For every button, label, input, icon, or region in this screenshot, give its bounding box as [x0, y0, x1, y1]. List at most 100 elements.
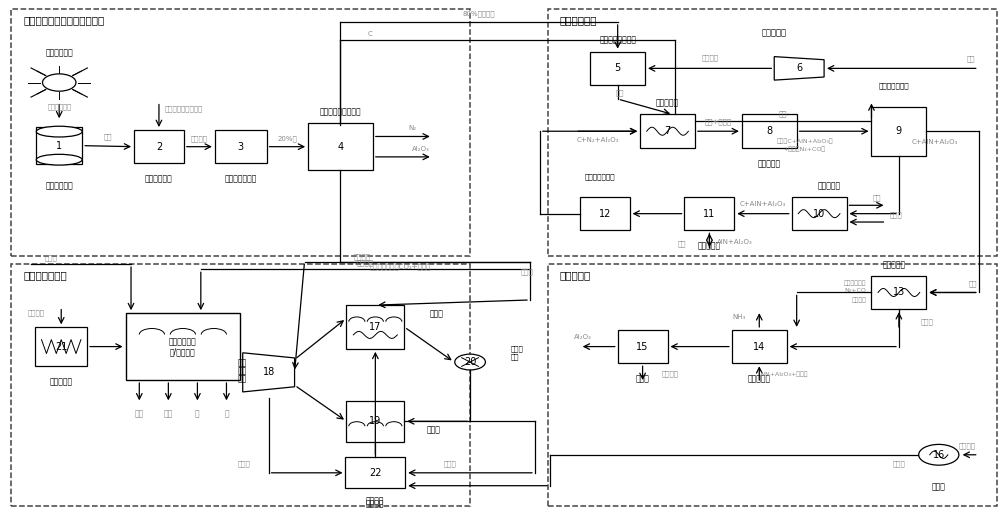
Text: C+AlN+Al₂O₃: C+AlN+Al₂O₃ — [740, 202, 786, 207]
Text: 第一混合气体（CO₂+空气）: 第一混合气体（CO₂+空气） — [370, 264, 431, 270]
Text: Al₂O₃: Al₂O₃ — [412, 146, 430, 152]
Text: 第一换热器: 第一换热器 — [656, 98, 679, 108]
Text: AlN+Al₂O₃: AlN+Al₂O₃ — [717, 239, 752, 244]
Text: 空气: 空气 — [968, 280, 977, 286]
Text: C+N₂+Al₂O₃: C+N₂+Al₂O₃ — [577, 137, 619, 143]
Circle shape — [919, 444, 959, 465]
Bar — [126, 313, 240, 380]
Text: 交流电: 交流电 — [444, 460, 457, 467]
Text: 常温水: 常温水 — [45, 255, 58, 261]
Text: 合成气燃烧反应器: 合成气燃烧反应器 — [599, 36, 636, 45]
Text: 余热回收子系统: 余热回收子系统 — [23, 270, 67, 280]
Text: 6: 6 — [796, 63, 802, 74]
Bar — [308, 123, 373, 170]
Text: 22: 22 — [369, 468, 382, 478]
Text: 热能: 热能 — [779, 110, 787, 117]
Text: 空气: 空气 — [966, 56, 975, 62]
Text: 14: 14 — [753, 341, 765, 352]
Bar — [35, 327, 87, 366]
Text: Al₂O₃: Al₂O₃ — [574, 334, 592, 340]
Text: 3: 3 — [238, 142, 244, 152]
Bar — [345, 457, 405, 488]
Text: 公共电网: 公共电网 — [366, 499, 385, 508]
Text: 有机工: 有机工 — [511, 346, 524, 352]
Bar — [36, 127, 82, 164]
Text: C: C — [368, 31, 373, 37]
Text: 第三烟气: 第三烟气 — [357, 260, 374, 266]
Text: 第一气固分离器: 第一气固分离器 — [879, 83, 909, 90]
Text: 生物质气化器: 生物质气化器 — [145, 175, 173, 183]
Bar — [580, 197, 630, 231]
Text: N₂+CO: N₂+CO — [845, 289, 866, 293]
Text: AlN+Al₂O₃+水蒸汽: AlN+Al₂O₃+水蒸汽 — [760, 372, 808, 378]
Circle shape — [42, 74, 76, 91]
Bar — [742, 114, 797, 148]
Bar — [11, 9, 470, 256]
Bar — [684, 197, 734, 231]
Text: 1: 1 — [56, 141, 62, 151]
Text: 第二气固分离器: 第二气固分离器 — [584, 173, 615, 180]
Text: 太阳能辅助生物质气化子系统: 太阳能辅助生物质气化子系统 — [23, 16, 105, 25]
Text: 11: 11 — [703, 209, 716, 219]
Bar — [215, 130, 267, 163]
Text: 冷/制热机组: 冷/制热机组 — [170, 347, 196, 356]
Circle shape — [455, 354, 485, 370]
Text: 热: 热 — [195, 409, 200, 418]
Bar — [346, 305, 404, 349]
Text: 13: 13 — [893, 287, 905, 297]
Polygon shape — [243, 353, 295, 392]
Text: 太阳能集热器: 太阳能集热器 — [47, 104, 71, 110]
Text: 氨合成子系统: 氨合成子系统 — [560, 16, 597, 25]
Text: N₂: N₂ — [409, 125, 417, 131]
Text: 20%气: 20%气 — [277, 136, 297, 142]
Text: 8: 8 — [766, 126, 772, 136]
Text: 10: 10 — [813, 209, 825, 219]
Text: 发电子系统: 发电子系统 — [560, 270, 591, 280]
Text: 80%气体产物: 80%气体产物 — [463, 10, 495, 17]
Text: 释氨反应器: 释氨反应器 — [748, 375, 771, 383]
Text: 第一烟气: 第一烟气 — [354, 253, 371, 260]
Text: 燃气: 燃气 — [238, 366, 247, 376]
Text: 9: 9 — [896, 126, 902, 136]
Bar — [792, 197, 847, 231]
Text: 太阳能集热器: 太阳能集热器 — [45, 48, 73, 57]
Text: 双效吸收式制: 双效吸收式制 — [169, 337, 197, 346]
Text: 交流电: 交流电 — [237, 460, 250, 467]
Text: 微型: 微型 — [238, 358, 247, 368]
Text: 19: 19 — [369, 416, 381, 426]
Text: 空气: 空气 — [677, 240, 686, 247]
Text: 第三换热器: 第三换热器 — [882, 260, 905, 269]
Polygon shape — [774, 56, 824, 80]
Text: NH₃: NH₃ — [733, 314, 746, 320]
Text: 热能: 热能 — [104, 133, 112, 140]
Text: 直流电: 直流电 — [521, 268, 533, 275]
Text: 气化产物: 气化产物 — [191, 135, 208, 142]
Text: 冷: 冷 — [224, 409, 229, 418]
Text: 第二烟气: 第二烟气 — [958, 442, 975, 449]
Text: 2: 2 — [156, 142, 162, 152]
Text: 液相产物: 液相产物 — [662, 370, 679, 377]
Text: 5: 5 — [615, 63, 621, 74]
Text: 固体氧化物燃料电池: 固体氧化物燃料电池 — [320, 108, 361, 117]
Text: 热水: 热水 — [872, 194, 881, 201]
Text: 20: 20 — [464, 357, 476, 367]
Text: 气化产品分离器: 气化产品分离器 — [225, 175, 257, 183]
Text: 4: 4 — [337, 142, 344, 152]
Bar — [640, 114, 695, 148]
Bar — [548, 264, 997, 506]
Text: +气体（N₂+CO）: +气体（N₂+CO） — [784, 147, 826, 152]
Text: 质泵: 质泵 — [511, 354, 519, 360]
Text: 固体（C+AlN+Al₂O₃）: 固体（C+AlN+Al₂O₃） — [776, 139, 833, 145]
Text: 吸氮反应器: 吸氮反应器 — [758, 159, 781, 168]
Text: 生活热装置: 生活热装置 — [50, 377, 73, 386]
Bar — [590, 52, 645, 85]
Ellipse shape — [36, 154, 82, 165]
Text: 热水: 热水 — [164, 409, 173, 418]
Text: 蒸发器: 蒸发器 — [429, 309, 443, 319]
Text: 第三混合气体: 第三混合气体 — [844, 280, 866, 286]
Text: 蒸馏塔: 蒸馏塔 — [636, 375, 650, 383]
Text: 蒸汽、空气、生物质: 蒸汽、空气、生物质 — [165, 105, 203, 111]
Text: 太阳能集热器: 太阳能集热器 — [45, 181, 73, 190]
Ellipse shape — [36, 126, 82, 137]
Text: 第五烟气: 第五烟气 — [851, 297, 866, 303]
